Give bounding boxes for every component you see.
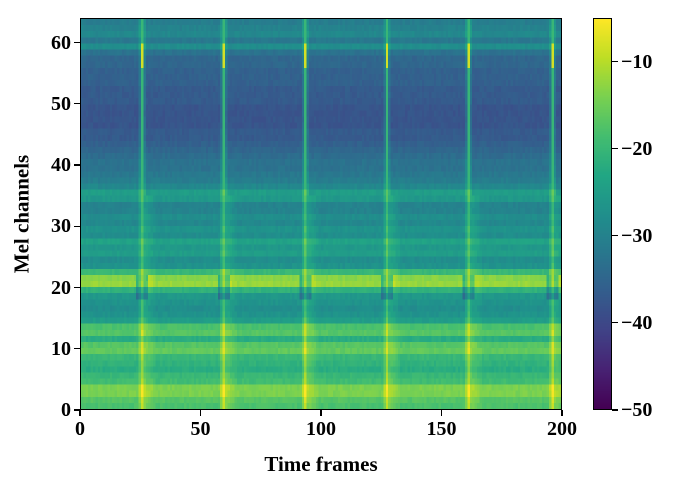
colorbar-tick-mark [612,322,618,324]
colorbar-tick-mark [612,148,618,150]
y-tick-mark [74,409,80,411]
x-tick-label: 50 [190,418,211,440]
x-tick-mark [320,410,322,416]
x-tick-mark [79,410,81,416]
x-tick-label: 200 [547,418,577,440]
x-tick-label: 0 [75,418,85,440]
colorbar-tick-label: −50 [621,399,653,421]
colorbar-tick-label: −10 [621,50,653,73]
colorbar-tick-mark [612,60,618,63]
x-tick-mark [440,410,443,416]
colorbar-tick-label: −20 [621,137,653,160]
y-tick-mark [74,164,80,166]
colorbar-gradient [594,19,611,409]
x-tick-label: 150 [426,418,457,440]
colorbar-tick-label: −30 [621,224,653,247]
y-tick-label: 20 [51,276,71,299]
y-tick-label: 40 [51,154,71,176]
y-tick-label: 50 [51,92,71,115]
spectrogram-plot-area [80,18,562,410]
y-tick-label: 0 [61,399,71,421]
y-tick-label: 30 [51,215,71,238]
x-axis-label: Time frames [264,452,378,476]
y-tick-mark [74,348,80,350]
colorbar-tick-label: −40 [621,311,653,334]
y-tick-mark [74,286,80,289]
x-tick-mark [199,410,202,416]
y-tick-label: 60 [51,31,71,54]
x-tick-mark [561,410,563,416]
colorbar [593,18,612,410]
y-axis-label: Mel channels [9,154,34,274]
y-tick-label: 10 [51,337,71,360]
colorbar-tick-mark [612,235,618,237]
spectrogram-heatmap [81,19,561,409]
y-tick-mark [74,41,80,44]
y-tick-mark [74,225,80,227]
colorbar-tick-mark [612,409,618,411]
y-tick-mark [74,103,80,105]
x-tick-label: 100 [306,418,336,440]
